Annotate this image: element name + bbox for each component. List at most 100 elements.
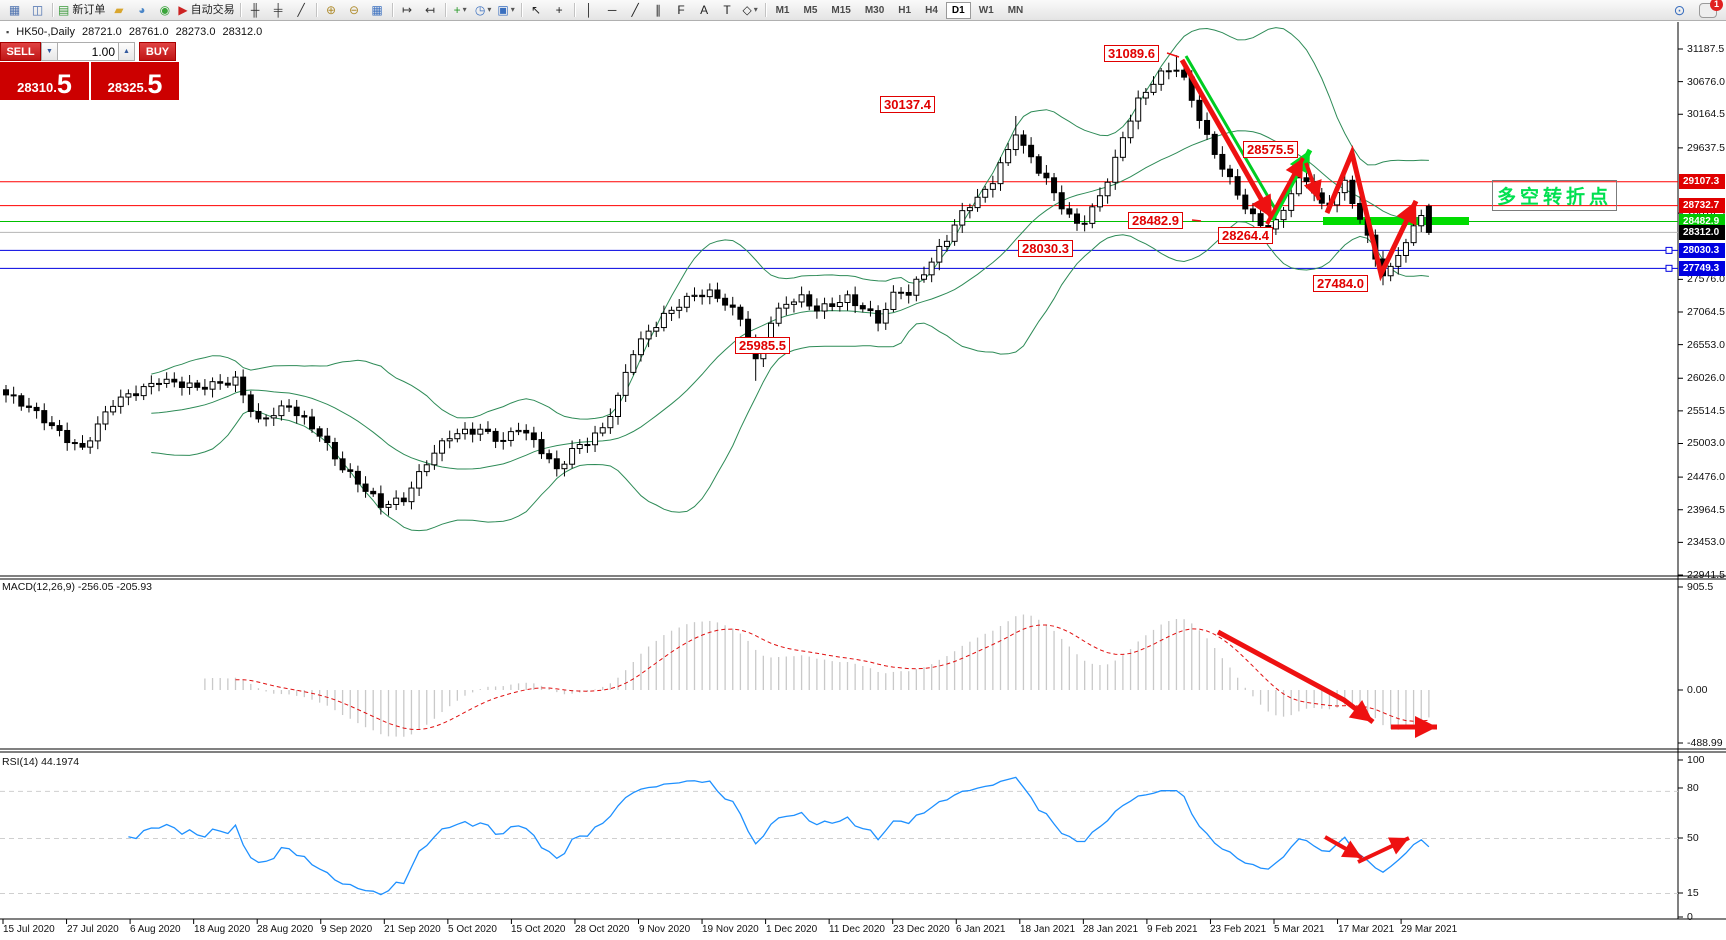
gold-icon[interactable]: ▰ (107, 1, 130, 19)
date-label: 15 Jul 2020 (3, 924, 55, 935)
date-label: 23 Feb 2021 (1210, 924, 1267, 935)
symbol-name: HK50-,Daily (16, 26, 75, 38)
trendline-icon[interactable]: ╱ (624, 1, 647, 19)
turning-point-annotation[interactable]: 多空转折点 (1492, 180, 1618, 211)
line-chart-icon[interactable]: ╱ (290, 1, 313, 19)
date-label: 28 Oct 2020 (575, 924, 630, 935)
ask-price: 28325. 5 (91, 62, 179, 100)
date-label: 18 Jan 2021 (1020, 924, 1076, 935)
cursor-icon[interactable]: ↖ (525, 1, 548, 19)
volume-down-button[interactable]: ▼ (41, 42, 58, 61)
price-tick-label: 24476.0 (1687, 471, 1725, 483)
symbol-icon: ▪ (6, 27, 10, 37)
fibonacci-icon: F (677, 3, 685, 17)
sell-button[interactable]: SELL (0, 42, 41, 61)
shapes-icon[interactable]: ◇ ▾ (739, 1, 762, 19)
horizontal-line-icon: ─ (607, 3, 617, 17)
toolbar-separator (764, 3, 766, 17)
price-annotation-label[interactable]: 30137.4 (880, 96, 935, 113)
auto-scroll-icon[interactable]: ↦ (396, 1, 419, 19)
chart-shift-icon[interactable]: ↤ (419, 1, 442, 19)
chat-icon[interactable]: 1 (1699, 0, 1723, 18)
chart-shift-icon: ↤ (425, 3, 436, 17)
price-annotation-label[interactable]: 27484.0 (1313, 275, 1368, 292)
horizontal-line-icon[interactable]: ─ (601, 1, 624, 19)
date-label: 5 Oct 2020 (448, 924, 497, 935)
chevron-down-icon: ▾ (462, 5, 467, 14)
price-annotation-label[interactable]: 28575.5 (1243, 141, 1298, 158)
one-click-trade-panel: SELL ▼ ▲ BUY 28310.5 28325.5 (0, 42, 179, 100)
price-tick-label: 26026.0 (1687, 372, 1725, 384)
zoom-out-icon[interactable]: ⊖ (343, 1, 366, 19)
timeframe-w1[interactable]: W1 (978, 4, 994, 16)
rsi-tick-label: 80 (1687, 782, 1699, 794)
periods-icon[interactable]: ◷ ▾ (472, 1, 495, 19)
autotrade-button-label: 自动交易 (190, 3, 235, 16)
price-tick-label: 29637.5 (1687, 142, 1725, 154)
date-label: 9 Nov 2020 (639, 924, 691, 935)
timeframe-h1[interactable]: H1 (898, 4, 912, 16)
price-badge: 28030.3 (1679, 243, 1725, 258)
bar-chart-icon[interactable]: ╫ (244, 1, 267, 19)
autotrade-button[interactable]: ▶ 自动交易 (176, 1, 236, 19)
chevron-down-icon: ▾ (753, 5, 758, 14)
bid-price-pips: 5 (56, 69, 72, 99)
fibonacci-icon[interactable]: F (670, 1, 693, 19)
date-label: 9 Sep 2020 (321, 924, 373, 935)
timeframe-m30[interactable]: M30 (864, 4, 885, 16)
text-icon[interactable]: A (693, 1, 716, 19)
timeframe-m15[interactable]: M15 (831, 4, 851, 16)
new-order-button[interactable]: ▤ 新订单 (56, 1, 107, 19)
price-tick-label: 27576.0 (1687, 273, 1725, 285)
chart-canvas[interactable] (0, 21, 1726, 940)
zoom-in-icon[interactable]: ⊕ (320, 1, 343, 19)
vertical-line-icon[interactable]: │ (578, 1, 601, 19)
vertical-line-icon: │ (585, 3, 593, 17)
toolbar-separator (391, 3, 393, 17)
timeframe-d1[interactable]: D1 (945, 1, 971, 19)
volume-input[interactable] (58, 42, 118, 61)
channel-icon[interactable]: ∥ (647, 1, 670, 19)
date-label: 17 Mar 2021 (1338, 924, 1395, 935)
price-annotation-label[interactable]: 28030.3 (1018, 240, 1073, 257)
date-label: 28 Aug 2020 (257, 924, 314, 935)
price-tick-label: 27064.5 (1687, 306, 1725, 318)
price-annotation-label[interactable]: 28264.4 (1218, 227, 1273, 244)
price-annotation-label[interactable]: 31089.6 (1104, 45, 1159, 62)
date-label: 9 Feb 2021 (1147, 924, 1198, 935)
rsi-tick-label: 100 (1687, 754, 1705, 766)
community-icon[interactable]: ◕ (130, 1, 153, 19)
label-icon[interactable]: T (716, 1, 739, 19)
templates-icon[interactable]: ▣ ▾ (495, 1, 518, 19)
price-annotation-label[interactable]: 25985.5 (735, 337, 790, 354)
label-icon: T (723, 3, 731, 17)
search-icon[interactable]: ⊙ (1673, 2, 1686, 18)
timeframe-mn[interactable]: MN (1007, 4, 1024, 16)
price-badge: 27749.3 (1679, 261, 1725, 276)
price-tick-label: 30676.0 (1687, 76, 1725, 88)
date-label: 29 Mar 2021 (1401, 924, 1458, 935)
chart-window-icon[interactable]: ▦ (3, 1, 26, 19)
price-annotation-label[interactable]: 28482.9 (1128, 212, 1183, 229)
bid-price-main: 28310. (17, 80, 57, 95)
buy-button[interactable]: BUY (139, 42, 176, 61)
timeframe-h4[interactable]: H4 (925, 4, 938, 16)
chart-preview-icon: ◫ (31, 3, 44, 17)
cursor-icon: ↖ (531, 3, 542, 17)
chart-preview-icon[interactable]: ◫ (26, 1, 49, 19)
tile-windows-icon[interactable]: ▦ (366, 1, 389, 19)
new-order-button: ▤ (58, 3, 70, 17)
timeframe-m5[interactable]: M5 (803, 4, 818, 16)
ask-price-main: 28325. (107, 80, 148, 95)
timeframe-m1[interactable]: M1 (775, 4, 790, 16)
broadcast-icon[interactable]: ◉ (153, 1, 176, 19)
candlestick-chart-icon[interactable]: ╪ (267, 1, 290, 19)
indicators-icon[interactable]: + ▾ (449, 1, 472, 19)
date-label: 23 Dec 2020 (893, 924, 950, 935)
chevron-down-icon: ▾ (487, 5, 492, 14)
channel-icon: ∥ (655, 3, 662, 17)
volume-up-button[interactable]: ▲ (118, 42, 135, 61)
crosshair-icon[interactable]: + (548, 1, 571, 19)
toolbar-separator (573, 3, 575, 17)
